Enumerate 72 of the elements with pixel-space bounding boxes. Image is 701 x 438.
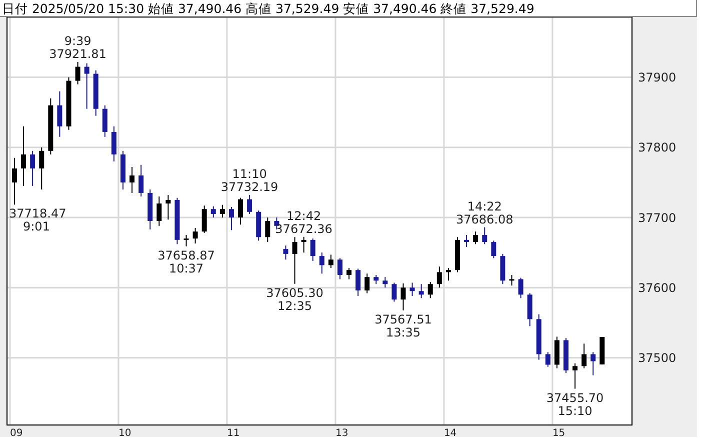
- y-tick-label: 37700: [638, 210, 676, 225]
- annotation: 37718.47 9:01: [9, 206, 66, 234]
- chart-title: 日付 2025/05/20 15:30 始値 37,490.46 高値 37,529.49 安値 37,490.46 終値 37,529.49: [0, 0, 697, 17]
- candlestick: [228, 206, 234, 231]
- candlestick: [545, 352, 550, 368]
- annotation: 14:22 37686.08: [456, 199, 514, 226]
- candlestick: [75, 62, 80, 85]
- annotation: 11:10 37732.19: [220, 166, 278, 194]
- annotation: 37455.70 15:10: [546, 390, 604, 418]
- candlestick: [30, 150, 36, 186]
- annotation: 37605.30 12:35: [266, 286, 324, 313]
- candlestick: [346, 267, 352, 280]
- candlestick: [39, 146, 44, 190]
- annotation: 12:42 37672.36: [275, 208, 332, 236]
- candlestick: [292, 236, 298, 284]
- annotation: 37658.87 10:37: [158, 248, 215, 276]
- annotation: 9:39 37921.81: [49, 34, 106, 61]
- candlestick: [156, 196, 162, 226]
- candlestick: [184, 234, 189, 247]
- candlestick: [138, 164, 144, 197]
- candlestick: [220, 204, 225, 218]
- candlestick: [265, 216, 270, 243]
- x-tick-label: 14: [444, 428, 457, 438]
- candlestick: [310, 238, 316, 262]
- candlestick: [130, 166, 135, 194]
- candlestick: [210, 206, 216, 218]
- x-tick-label: 15: [552, 428, 566, 438]
- candlestick: [382, 276, 388, 288]
- annotation: 37567.51 13:35: [374, 312, 432, 340]
- candlestick: [12, 157, 17, 206]
- candlestick: [328, 254, 334, 268]
- candlestick: [464, 234, 470, 248]
- candlestick: [111, 126, 116, 162]
- candlestick: [84, 62, 90, 110]
- candlestick: [482, 226, 488, 245]
- x-tick-label: 11: [226, 428, 240, 438]
- candlestick: [436, 266, 442, 288]
- candlestick: [446, 267, 451, 282]
- candlestick: [572, 362, 578, 390]
- candlestick: [473, 231, 478, 245]
- candlestick: [301, 236, 306, 254]
- candlestick: [374, 274, 379, 285]
- candlestick: [283, 245, 288, 260]
- candlestick: [337, 258, 342, 280]
- candlestick: [410, 282, 415, 297]
- y-tick-label: 37500: [638, 350, 676, 365]
- candlestick: [192, 228, 198, 244]
- candlestick: [57, 90, 62, 138]
- candlestick: [509, 274, 514, 286]
- y-tick-label: 37800: [638, 140, 676, 155]
- x-tick-label: 09: [10, 428, 23, 438]
- candlestick: [21, 126, 26, 186]
- candlestick: [518, 277, 524, 299]
- candlestick: [418, 284, 424, 299]
- y-tick-label: 37900: [638, 70, 676, 85]
- x-tick-label: 10: [118, 428, 132, 438]
- candlestick: [364, 273, 370, 294]
- candlestick: [392, 282, 397, 302]
- candlestick: [247, 194, 252, 214]
- candlestick: [582, 343, 587, 369]
- candlestick: [202, 205, 207, 234]
- candlestick: [238, 197, 244, 226]
- y-tick-label: 37600: [638, 280, 676, 295]
- candlestick: [166, 194, 171, 220]
- candlestick: [319, 252, 324, 274]
- candlestick: [102, 104, 108, 138]
- candlestick: [590, 352, 596, 376]
- candlestick: [491, 240, 496, 259]
- candlestick: [428, 281, 433, 299]
- x-tick-label: 13: [335, 428, 348, 438]
- candlestick: [400, 282, 406, 311]
- candlestick: [356, 268, 361, 297]
